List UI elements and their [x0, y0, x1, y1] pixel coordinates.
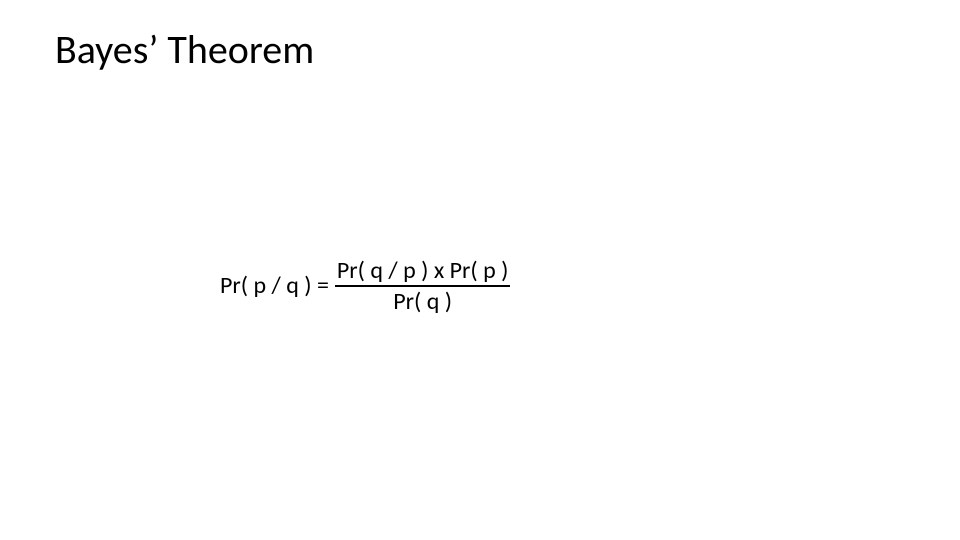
slide: Bayes’ Theorem Pr( p / q ) = Pr( q / p )…	[0, 0, 960, 540]
bayes-formula: Pr( p / q ) = Pr( q / p ) x Pr( p ) Pr( …	[220, 258, 510, 314]
formula-denominator: Pr( q )	[393, 287, 452, 314]
formula-numerator: Pr( q / p ) x Pr( p )	[335, 258, 511, 285]
slide-title: Bayes’ Theorem	[55, 25, 314, 74]
formula-fraction: Pr( q / p ) x Pr( p ) Pr( q )	[335, 258, 511, 314]
formula-lhs: Pr( p / q ) =	[220, 271, 329, 300]
